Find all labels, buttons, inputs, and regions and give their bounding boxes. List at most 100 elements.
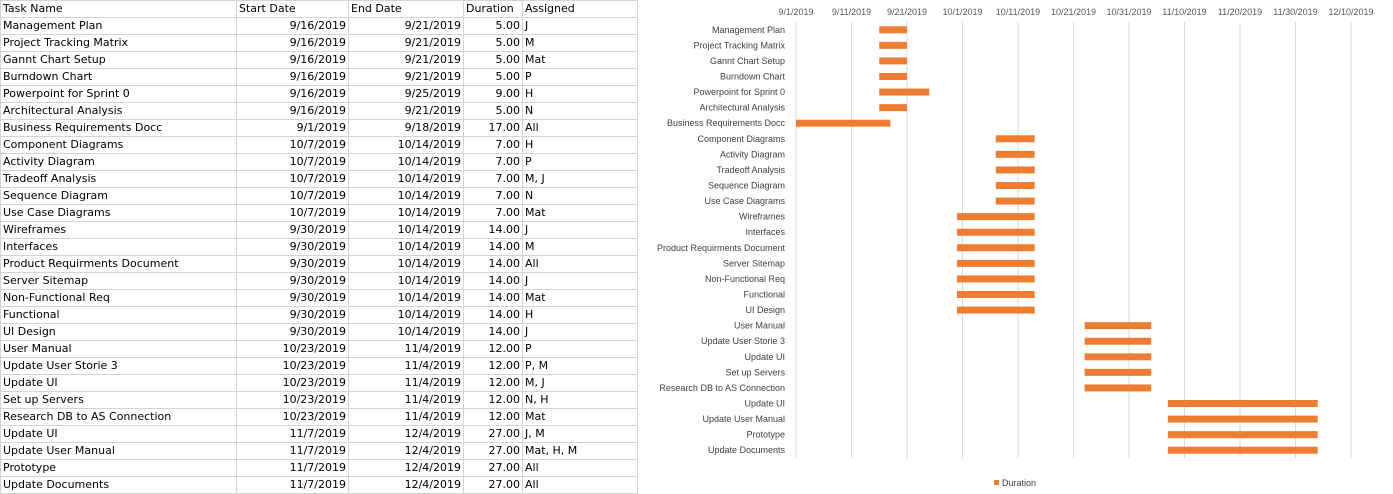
cell-assigned[interactable]: Mat (522, 408, 638, 426)
cell-assigned[interactable]: J (522, 272, 638, 290)
cell-end-date[interactable]: 10/14/2019 (348, 289, 464, 307)
gantt-bar[interactable] (1084, 368, 1152, 376)
cell-assigned[interactable]: H (522, 136, 638, 154)
cell-task-name[interactable]: Product Requirments Document (0, 255, 237, 273)
cell-end-date[interactable]: 11/4/2019 (348, 408, 464, 426)
cell-assigned[interactable]: N (522, 102, 638, 120)
cell-assigned[interactable]: All (522, 119, 638, 137)
cell-assigned[interactable]: P (522, 153, 638, 171)
cell-start-date[interactable]: 9/30/2019 (236, 221, 349, 239)
cell-duration[interactable]: 27.00 (463, 476, 523, 494)
cell-end-date[interactable]: 9/18/2019 (348, 119, 464, 137)
cell-task-name[interactable]: Activity Diagram (0, 153, 237, 171)
gantt-bar[interactable] (995, 166, 1035, 174)
cell-start-date[interactable]: 9/30/2019 (236, 272, 349, 290)
cell-duration[interactable]: 14.00 (463, 255, 523, 273)
cell-end-date[interactable]: 10/14/2019 (348, 136, 464, 154)
cell-start-date[interactable]: 9/30/2019 (236, 289, 349, 307)
gantt-bar[interactable] (1167, 400, 1318, 407)
gantt-bar[interactable] (995, 135, 1035, 143)
cell-assigned[interactable]: All (522, 476, 638, 494)
cell-duration[interactable]: 7.00 (463, 136, 523, 154)
cell-start-date[interactable]: 10/23/2019 (236, 374, 349, 392)
cell-assigned[interactable]: P, M (522, 357, 638, 375)
cell-duration[interactable]: 14.00 (463, 221, 523, 239)
cell-end-date[interactable]: 10/14/2019 (348, 187, 464, 205)
cell-end-date[interactable]: 12/4/2019 (348, 459, 464, 477)
cell-task-name[interactable]: Update UI (0, 425, 237, 443)
cell-start-date[interactable]: 11/7/2019 (236, 442, 349, 460)
gantt-bar[interactable] (1167, 431, 1318, 439)
cell-task-name[interactable]: Component Diagrams (0, 136, 237, 154)
cell-duration[interactable]: 12.00 (463, 391, 523, 409)
cell-task-name[interactable]: Project Tracking Matrix (0, 34, 237, 52)
cell-end-date[interactable]: 10/14/2019 (348, 238, 464, 256)
cell-duration[interactable]: 7.00 (463, 170, 523, 188)
header-end-date[interactable]: End Date (348, 0, 464, 18)
gantt-bar[interactable] (956, 291, 1035, 298)
cell-duration[interactable]: 14.00 (463, 272, 523, 290)
gantt-bar[interactable] (956, 213, 1035, 221)
cell-task-name[interactable]: Non-Functional Req (0, 289, 237, 307)
gantt-bar[interactable] (956, 244, 1035, 252)
cell-start-date[interactable]: 10/23/2019 (236, 391, 349, 409)
cell-assigned[interactable]: Mat (522, 51, 638, 69)
cell-assigned[interactable]: P (522, 68, 638, 86)
cell-end-date[interactable]: 10/14/2019 (348, 153, 464, 171)
cell-task-name[interactable]: Prototype (0, 459, 237, 477)
cell-task-name[interactable]: Architectural Analysis (0, 102, 237, 120)
cell-assigned[interactable]: J, M (522, 425, 638, 443)
cell-task-name[interactable]: Set up Servers (0, 391, 237, 409)
cell-start-date[interactable]: 9/1/2019 (236, 119, 349, 137)
cell-task-name[interactable]: Business Requirements Docc (0, 119, 237, 137)
gantt-bar[interactable] (1084, 337, 1152, 345)
cell-task-name[interactable]: Update Documents (0, 476, 237, 494)
cell-task-name[interactable]: Burndown Chart (0, 68, 237, 86)
cell-duration[interactable]: 9.00 (463, 85, 523, 103)
cell-end-date[interactable]: 12/4/2019 (348, 476, 464, 494)
cell-duration[interactable]: 5.00 (463, 102, 523, 120)
cell-duration[interactable]: 7.00 (463, 153, 523, 171)
cell-end-date[interactable]: 9/21/2019 (348, 51, 464, 69)
header-duration[interactable]: Duration (463, 0, 523, 18)
cell-start-date[interactable]: 11/7/2019 (236, 459, 349, 477)
cell-assigned[interactable]: Mat, H, M (522, 442, 638, 460)
cell-duration[interactable]: 14.00 (463, 289, 523, 307)
cell-duration[interactable]: 17.00 (463, 119, 523, 137)
cell-duration[interactable]: 5.00 (463, 51, 523, 69)
cell-assigned[interactable]: J (522, 221, 638, 239)
header-start-date[interactable]: Start Date (236, 0, 349, 18)
gantt-bar[interactable] (879, 57, 907, 65)
gantt-bar[interactable] (1167, 446, 1318, 454)
cell-assigned[interactable]: All (522, 255, 638, 273)
cell-duration[interactable]: 5.00 (463, 68, 523, 86)
cell-end-date[interactable]: 9/21/2019 (348, 17, 464, 35)
cell-assigned[interactable]: N, H (522, 391, 638, 409)
cell-start-date[interactable]: 9/16/2019 (236, 102, 349, 120)
cell-task-name[interactable]: Server Sitemap (0, 272, 237, 290)
cell-task-name[interactable]: Update UI (0, 374, 237, 392)
cell-duration[interactable]: 12.00 (463, 408, 523, 426)
gantt-bar[interactable] (1084, 384, 1152, 392)
cell-task-name[interactable]: UI Design (0, 323, 237, 341)
cell-end-date[interactable]: 11/4/2019 (348, 374, 464, 392)
cell-duration[interactable]: 27.00 (463, 425, 523, 443)
cell-start-date[interactable]: 11/7/2019 (236, 476, 349, 494)
gantt-bar[interactable] (879, 41, 907, 49)
gantt-bar[interactable] (879, 26, 907, 34)
cell-end-date[interactable]: 11/4/2019 (348, 340, 464, 358)
gantt-bar[interactable] (1084, 322, 1152, 330)
cell-duration[interactable]: 7.00 (463, 204, 523, 222)
cell-task-name[interactable]: Interfaces (0, 238, 237, 256)
cell-start-date[interactable]: 9/30/2019 (236, 323, 349, 341)
cell-task-name[interactable]: Functional (0, 306, 237, 324)
cell-duration[interactable]: 12.00 (463, 374, 523, 392)
cell-assigned[interactable]: J (522, 17, 638, 35)
cell-assigned[interactable]: All (522, 459, 638, 477)
cell-end-date[interactable]: 9/21/2019 (348, 34, 464, 52)
gantt-bar[interactable] (995, 197, 1035, 205)
cell-start-date[interactable]: 9/16/2019 (236, 51, 349, 69)
cell-start-date[interactable]: 10/7/2019 (236, 136, 349, 154)
cell-assigned[interactable]: J (522, 323, 638, 341)
cell-end-date[interactable]: 9/21/2019 (348, 68, 464, 86)
